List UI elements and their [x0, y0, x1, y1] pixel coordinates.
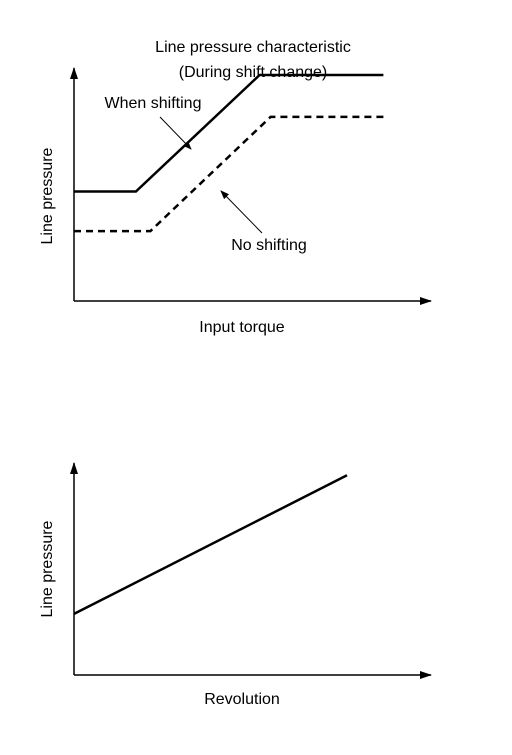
chart-1-y-axis-label: Line pressure: [39, 147, 56, 244]
chart-2-y-axis-label: Line pressure: [39, 520, 56, 617]
series-no-shifting-line: [74, 115, 384, 233]
chart-2: Line pressure Revolution: [39, 462, 432, 708]
chart-2-x-axis-label: Revolution: [204, 691, 280, 708]
no-shifting-callout-arrow: [220, 190, 263, 234]
series-line-pressure-vs-revolution-line: [73, 474, 348, 616]
series-when-shifting-label: When shifting: [105, 95, 202, 112]
chart-1-title-line-2: (During shift change): [179, 64, 328, 81]
chart-1: Line pressure characteristic (During shi…: [39, 39, 432, 336]
series-no-shifting-label: No shifting: [231, 237, 307, 254]
chart-1-x-axis-label: Input torque: [199, 319, 285, 336]
series-when-shifting-line: [74, 73, 384, 193]
chart-1-title-line-1: Line pressure characteristic: [155, 39, 351, 56]
when-shifting-callout-arrow: [159, 116, 192, 150]
